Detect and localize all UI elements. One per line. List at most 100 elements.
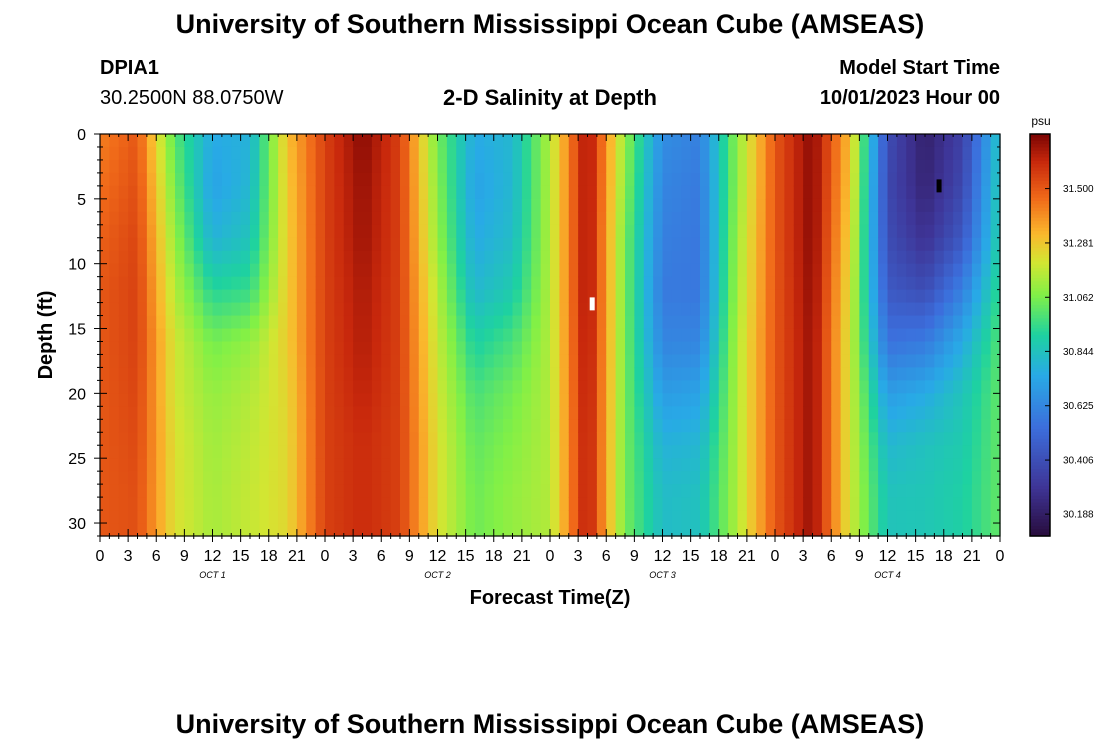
heatmap-cell: [840, 419, 851, 433]
heatmap-cell: [353, 406, 364, 420]
heatmap-cell: [221, 367, 232, 381]
heatmap-cell: [878, 185, 889, 200]
heatmap-cell: [465, 302, 476, 317]
heatmap-cell: [128, 445, 139, 459]
heatmap-cell: [662, 302, 673, 317]
heatmap-cell: [906, 497, 917, 511]
heatmap-cell: [578, 237, 589, 252]
heatmap-cell: [653, 432, 664, 446]
heatmap-cell: [775, 237, 785, 252]
heatmap-cell: [203, 250, 214, 265]
heatmap-cell: [606, 471, 617, 485]
heatmap-cell: [400, 367, 410, 381]
colorbar-segment: [1030, 284, 1050, 289]
heatmap-cell: [728, 237, 739, 252]
heatmap-cell: [625, 419, 635, 433]
heatmap-cell: [690, 237, 701, 252]
heatmap-cell: [887, 198, 898, 213]
heatmap-cell: [100, 419, 110, 433]
heatmap-cell: [137, 458, 148, 472]
heatmap-cell: [306, 419, 317, 433]
heatmap-cell: [371, 432, 382, 446]
heatmap-cell: [671, 380, 682, 394]
heatmap-cell: [812, 302, 823, 317]
colorbar-segment: [1030, 154, 1050, 159]
heatmap-cell: [943, 458, 954, 472]
heatmap-cell: [925, 393, 935, 407]
heatmap-cell: [212, 224, 223, 239]
heatmap-cell: [859, 497, 870, 511]
heatmap-cell: [484, 367, 495, 381]
heatmap-cell: [746, 471, 757, 485]
colorbar-segment: [1030, 365, 1050, 370]
heatmap-cell: [615, 250, 626, 265]
heatmap-cell: [634, 341, 645, 356]
heatmap-cell: [934, 211, 945, 226]
heatmap-cell: [371, 380, 382, 394]
heatmap-cell: [278, 419, 289, 433]
heatmap-cell: [606, 315, 617, 330]
heatmap-cell: [925, 289, 935, 304]
heatmap-cell: [643, 134, 654, 148]
heatmap-cell: [428, 315, 439, 330]
heatmap-cell: [784, 445, 795, 459]
heatmap-cell: [203, 172, 214, 187]
heatmap-cell: [690, 289, 701, 304]
heatmap-cell: [578, 134, 589, 148]
heatmap-cell: [700, 354, 710, 369]
heatmap-cell: [212, 198, 223, 213]
heatmap-cell: [503, 276, 514, 291]
heatmap-cell: [681, 458, 692, 472]
heatmap-cell: [821, 289, 832, 304]
heatmap-cell: [831, 406, 842, 420]
heatmap-cell: [568, 172, 579, 187]
heatmap-cell: [671, 523, 682, 537]
heatmap-cell: [643, 484, 654, 498]
heatmap-cell: [203, 432, 214, 446]
heatmap-cell: [221, 484, 232, 498]
heatmap-cell: [109, 302, 120, 317]
heatmap-cell: [193, 328, 204, 343]
heatmap-cell: [568, 328, 579, 343]
heatmap-cell: [587, 484, 598, 498]
heatmap-cell: [353, 328, 364, 343]
heatmap-cell: [840, 146, 851, 161]
heatmap-cell: [109, 237, 120, 252]
colorbar-segment: [1030, 257, 1050, 262]
heatmap-cell: [231, 224, 242, 239]
heatmap-cell: [990, 510, 1001, 524]
heatmap-cell: [437, 185, 448, 200]
heatmap-cell: [203, 523, 214, 537]
heatmap-cell: [793, 146, 804, 161]
heatmap-cell: [156, 341, 167, 356]
heatmap-cell: [953, 393, 964, 407]
heatmap-cell: [465, 159, 476, 174]
heatmap-cell: [446, 237, 457, 252]
heatmap-cell: [409, 302, 420, 317]
heatmap-cell: [128, 211, 139, 226]
heatmap-cell: [531, 497, 542, 511]
heatmap-cell: [512, 419, 523, 433]
heatmap-cell: [784, 471, 795, 485]
heatmap-cell: [193, 289, 204, 304]
heatmap-cell: [475, 393, 485, 407]
heatmap-cell: [475, 367, 485, 381]
heatmap-cell: [353, 315, 364, 330]
heatmap-cell: [625, 523, 635, 537]
heatmap-cell: [193, 146, 204, 161]
heatmap-cell: [578, 458, 589, 472]
heatmap-cell: [643, 224, 654, 239]
heatmap-cell: [662, 315, 673, 330]
heatmap-cell: [887, 523, 898, 537]
heatmap-cell: [306, 276, 317, 291]
heatmap-cell: [306, 198, 317, 213]
heatmap-cell: [943, 393, 954, 407]
heatmap-cell: [390, 328, 401, 343]
heatmap-cell: [925, 484, 935, 498]
heatmap-cell: [531, 354, 542, 369]
heatmap-cell: [550, 198, 560, 213]
heatmap-cell: [990, 328, 1001, 343]
heatmap-cell: [334, 523, 345, 537]
heatmap-cell: [803, 263, 814, 278]
heatmap-cell: [334, 341, 345, 356]
